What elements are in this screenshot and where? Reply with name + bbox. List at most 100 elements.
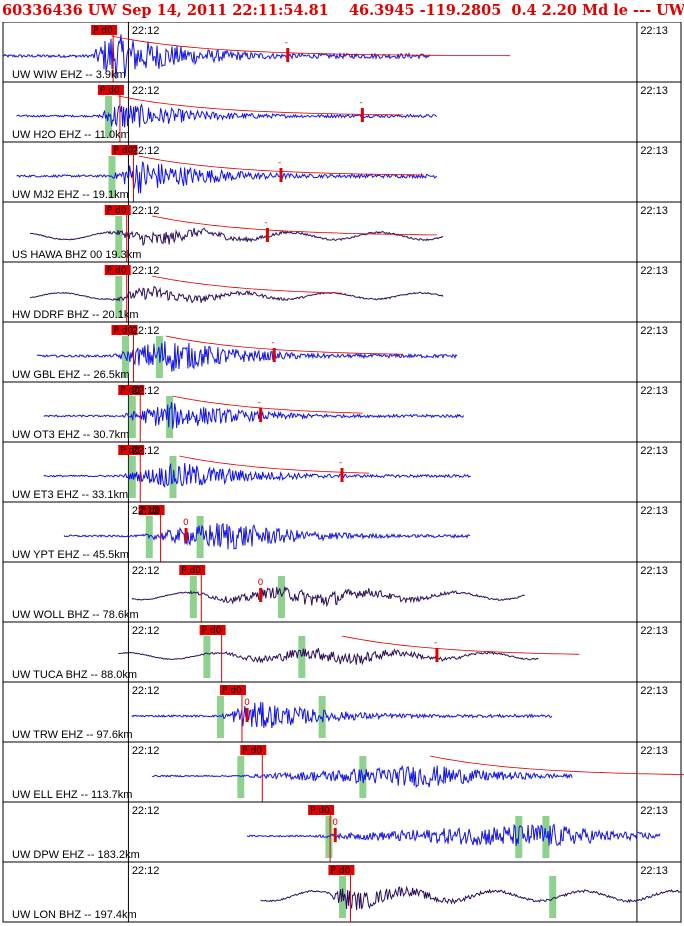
waveform-trace (16, 102, 437, 128)
pick-marker (199, 625, 226, 635)
pick-label: P d0 (141, 506, 161, 516)
phase-band (216, 696, 224, 738)
event-title: 60336436 UW Sep 14, 2011 22:11:54.81 46.… (2, 2, 684, 19)
time-label-end: 22:13 (640, 145, 668, 157)
end-marker-label: - (278, 158, 281, 168)
end-marker (184, 528, 188, 542)
time-label-end: 22:13 (640, 445, 668, 457)
pick-label: P d0 (330, 866, 350, 876)
time-label-end: 22:13 (640, 325, 668, 337)
coda-decay-line (111, 35, 511, 57)
time-label-start: 22:12 (132, 205, 160, 217)
phase-band (189, 576, 197, 618)
end-marker (279, 168, 283, 182)
end-marker-label: 0 (183, 518, 189, 528)
end-marker-label: - (264, 218, 267, 228)
pick-label: P d0 (202, 626, 222, 636)
trace-row: P d0 - 22:12 22:13 US HAWA BHZ 00 19.3km (3, 201, 681, 262)
end-marker (333, 828, 337, 842)
end-marker (360, 108, 364, 122)
station-label: UW ELL EHZ -- 113.7km (12, 789, 132, 801)
time-label-start: 22:12 (132, 445, 160, 457)
trace-row: P d0 0 22:12 22:13 UW WOLL BHZ -- 78.6km (3, 561, 681, 622)
end-marker-label: - (258, 398, 261, 408)
station-label: UW OT3 EHZ -- 30.7km (12, 429, 129, 441)
end-marker-label: - (271, 338, 274, 348)
waveform-trace (36, 341, 458, 372)
pick-label: P d0 (120, 386, 140, 396)
time-label-end: 22:13 (640, 745, 668, 757)
time-label-start: 22:12 (132, 325, 160, 337)
plot-frame (2, 22, 682, 923)
trace-row: P d0 - 22:12 22:13 UW WIW EHZ -- 3.9km (2, 22, 668, 82)
pick-label: P d0 (181, 566, 201, 576)
waveform-trace (246, 823, 661, 847)
coda-decay-line (341, 635, 580, 655)
time-label-start: 22:12 (132, 25, 160, 37)
pick-label: P d0 (93, 26, 113, 36)
phase-band (277, 576, 285, 618)
trace-row: P d0 0 22:12 22:13 UW YPT EHZ -- 45.5km (3, 501, 681, 562)
coda-decay-line (118, 95, 403, 116)
pick-marker (104, 265, 131, 275)
pick-marker (111, 325, 138, 335)
seismogram-plot: P d0 - 22:12 22:13 UW WIW EHZ -- 3.9km P d0 - 2… (2, 22, 684, 923)
trace-row: P d0 22:12 22:13 UW ELL EHZ -- 113.7km (3, 741, 684, 802)
station-label: HW DDRF BHZ -- 20.1km (12, 309, 139, 321)
end-marker-label: 0 (244, 698, 250, 708)
station-label: UW TUCA BHZ -- 88.0km (12, 669, 137, 681)
station-label: US HAWA BHZ 00 19.3km (12, 249, 141, 261)
time-label-end: 22:13 (640, 205, 668, 217)
pick-marker (97, 85, 124, 95)
end-marker-label: - (434, 638, 437, 648)
pick-label: P d0 (222, 686, 242, 696)
station-label: UW TRW EHZ -- 97.6km (12, 729, 133, 741)
pick-label: P d0 (113, 326, 133, 336)
time-label-end: 22:13 (640, 385, 668, 397)
station-label: UW WOLL BHZ -- 78.6km (12, 609, 139, 621)
time-label-end: 22:13 (640, 865, 668, 877)
pick-marker (179, 565, 206, 575)
station-label: UW ET3 EHZ -- 33.1km (12, 489, 128, 501)
time-label-end: 22:13 (640, 805, 668, 817)
pick-label: P d0 (310, 806, 330, 816)
time-label-end: 22:13 (640, 265, 668, 277)
end-marker (286, 48, 290, 62)
station-label: UW LON BHZ -- 197.4km (12, 909, 137, 921)
trace-row: P d0 - 22:12 22:13 UW OT3 EHZ -- 30.7km (3, 381, 681, 442)
end-marker (265, 228, 269, 242)
time-label-start: 22:12 (132, 85, 160, 97)
time-label-end: 22:13 (640, 685, 668, 697)
end-marker (340, 468, 344, 482)
pick-marker (91, 25, 118, 35)
waveform-trace (63, 522, 471, 550)
pick-marker (138, 505, 165, 515)
end-marker-label: 0 (258, 578, 264, 588)
pick-marker (104, 205, 131, 215)
pick-marker (328, 865, 355, 875)
phase-band (549, 876, 557, 918)
end-marker (259, 408, 263, 422)
waveform-trace (43, 462, 471, 488)
pick-marker (240, 745, 267, 755)
time-label-start: 22:12 (132, 565, 160, 577)
pick-label: P d0 (242, 746, 262, 756)
trace-row: P d0 - 22:12 22:13 UW GBL EHZ -- 26.5km (3, 321, 681, 382)
station-label: UW H2O EHZ -- 11.0km (12, 129, 130, 141)
time-label-start: 22:12 (132, 505, 160, 517)
pick-marker (118, 445, 145, 455)
waveform-trace (151, 764, 573, 789)
pick-marker (219, 685, 246, 695)
trace-row: P d00 22:12 22:13 UW DPW EHZ -- 183.2km (3, 801, 681, 862)
station-label: UW GBL EHZ -- 26.5km (12, 369, 130, 381)
waveform-trace (131, 701, 553, 729)
waveform-trace (43, 402, 465, 429)
coda-decay-line (152, 215, 437, 236)
end-marker (435, 648, 439, 662)
waveform-trace (2, 34, 431, 79)
end-marker-label: 0 (332, 818, 338, 828)
waveform-trace (131, 586, 525, 608)
trace-row: P d0 - 22:12 22:13 UW ET3 EHZ -- 33.1km (3, 441, 681, 502)
time-label-start: 22:12 (132, 685, 160, 697)
coda-decay-line (172, 395, 363, 414)
